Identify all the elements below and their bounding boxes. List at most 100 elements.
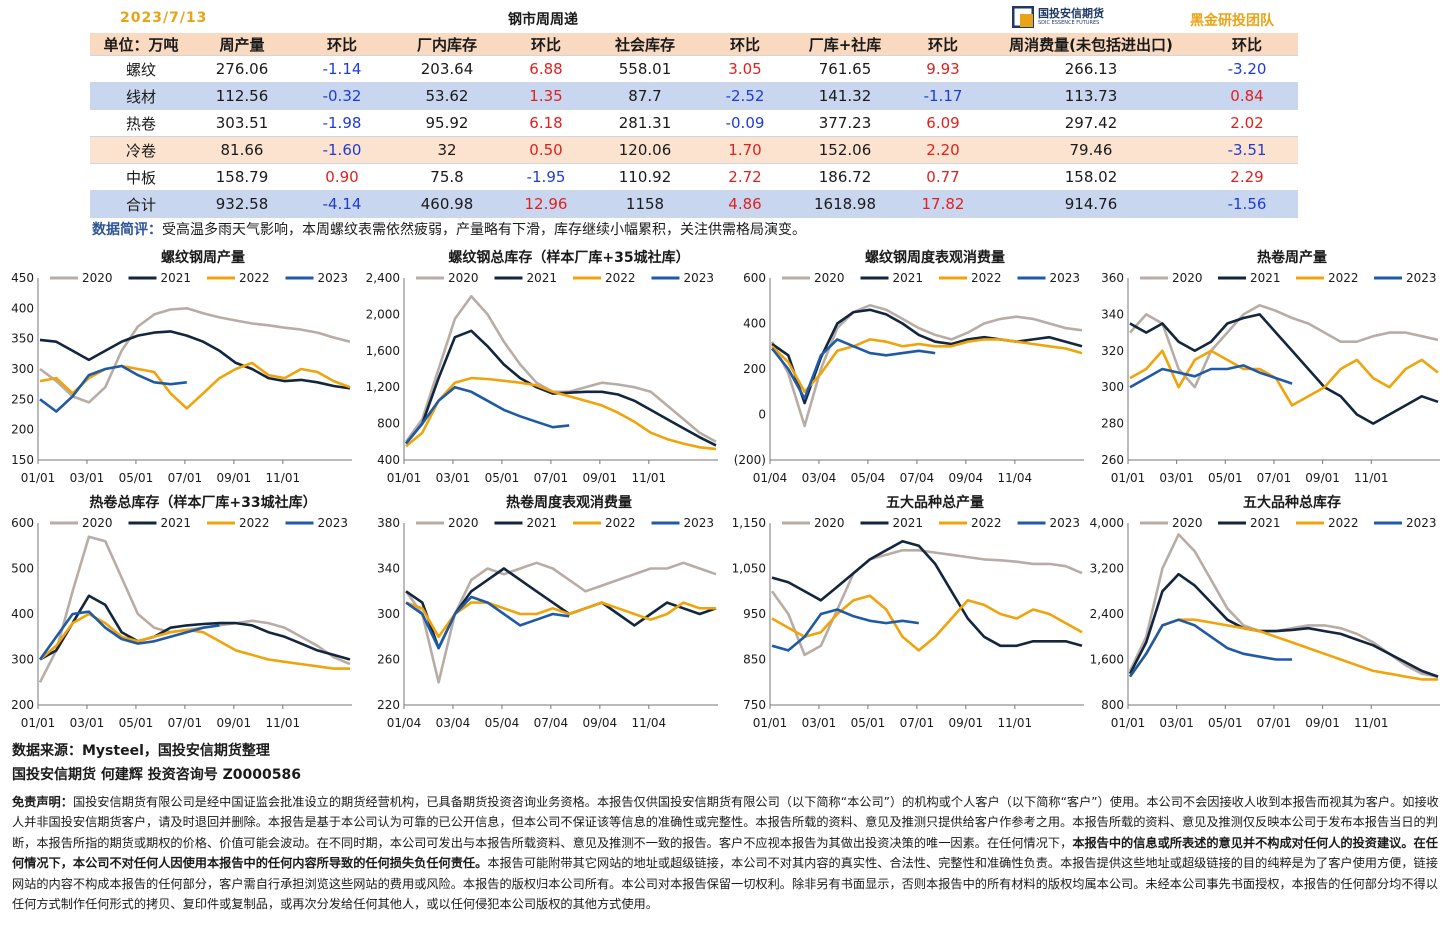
value-cell: 281.31 xyxy=(590,109,700,137)
legend-label: 2022 xyxy=(1328,516,1359,530)
y-tick-label: 1,200 xyxy=(366,380,400,394)
y-tick-label: 300 xyxy=(377,607,400,621)
y-tick-label: 950 xyxy=(743,607,766,621)
x-tick-label: 05/01 xyxy=(1208,471,1243,485)
change-cell: -0.09 xyxy=(700,109,790,137)
legend-label: 2023 xyxy=(318,271,349,285)
author-line: 国投安信期货 何建辉 投资咨询号 Z0000586 xyxy=(12,767,301,783)
x-tick-label: 07/04 xyxy=(534,716,569,730)
change-cell: -3.20 xyxy=(1196,55,1298,83)
value-cell: 276.06 xyxy=(192,55,292,83)
x-tick-label: 09/01 xyxy=(217,716,252,730)
y-tick-label: 4,000 xyxy=(1090,516,1124,530)
x-tick-label: 05/01 xyxy=(1208,716,1243,730)
legend-label: 2022 xyxy=(1328,271,1359,285)
value-cell: 914.76 xyxy=(986,190,1196,218)
series-2022-line xyxy=(771,594,1083,652)
y-tick-label: 250 xyxy=(11,392,34,406)
legend-label: 2022 xyxy=(605,516,636,530)
legend-label: 2021 xyxy=(1250,271,1281,285)
value-cell: 53.62 xyxy=(392,82,502,110)
y-tick-label: 3,200 xyxy=(1090,562,1124,576)
team-name: 黑金研投团队 xyxy=(1190,13,1274,29)
value-cell: 152.06 xyxy=(790,136,900,164)
data-comment: 数据简评：受高温多雨天气影响，本周螺纹表需依然疲弱，产量略有下滑，库存继续小幅累… xyxy=(92,219,806,239)
y-tick-label: 0 xyxy=(758,408,766,422)
change-cell: 9.93 xyxy=(900,55,986,83)
column-header: 环比 xyxy=(700,33,790,56)
change-cell: 6.88 xyxy=(502,55,590,83)
chart-title: 螺纹钢总库存（样本厂库+35城社库） xyxy=(448,249,689,266)
change-cell: -2.52 xyxy=(700,82,790,110)
y-tick-label: 220 xyxy=(377,698,400,712)
x-tick-label: 05/04 xyxy=(485,716,520,730)
table-row: 螺纹 276.06 -1.14 203.64 6.88 558.01 3.05 761.65 9… xyxy=(90,55,1298,83)
series-2022-line xyxy=(771,338,1083,394)
value-cell: 558.01 xyxy=(590,55,700,83)
legend-label: 2020 xyxy=(448,516,479,530)
chart-panel: 热卷总库存（样本厂库+33城社库） 2020 2021 2022 2023 600 500 4… xyxy=(0,491,366,739)
series-2023-line xyxy=(405,595,570,650)
column-header: 环比 xyxy=(1196,33,1298,56)
series-2022-line xyxy=(39,612,350,670)
y-tick-label: 1,050 xyxy=(732,562,766,576)
x-tick-label: 11/01 xyxy=(998,716,1033,730)
y-tick-label: 1,150 xyxy=(732,516,766,530)
value-cell: 932.58 xyxy=(192,190,292,218)
series-2021-line xyxy=(39,594,351,661)
series-2021-line xyxy=(771,539,1083,648)
x-tick-label: 03/04 xyxy=(436,716,471,730)
chart-title: 五大品种总产量 xyxy=(886,494,984,511)
change-cell: 6.18 xyxy=(502,109,590,137)
column-header: 单位：万吨 xyxy=(90,33,192,56)
chart-title: 螺纹钢周度表观消费量 xyxy=(865,249,1005,266)
legend-label: 2023 xyxy=(1050,271,1081,285)
company-logo: 国投安信期货 SDIC ESSENCE FUTURES xyxy=(1012,4,1162,30)
column-header: 周产量 xyxy=(192,33,292,56)
x-tick-label: 01/01 xyxy=(21,471,56,485)
comment-text: 受高温多雨天气影响，本周螺纹表需依然疲弱，产量略有下滑，库存继续小幅累积，关注供… xyxy=(162,222,806,238)
x-tick-label: 01/04 xyxy=(753,471,788,485)
legend-label: 2020 xyxy=(82,516,113,530)
y-tick-label: 280 xyxy=(1101,417,1124,431)
value-cell: 95.92 xyxy=(392,109,502,137)
change-cell: 2.02 xyxy=(1196,109,1298,137)
line-chart: 热卷周产量 2020 2021 2022 2023 360 340 320 300 280 260 0… xyxy=(1101,249,1440,485)
y-tick-label: 260 xyxy=(1101,453,1124,467)
change-cell: -1.14 xyxy=(292,55,392,83)
legend-label: 2021 xyxy=(893,516,924,530)
y-tick-label: 600 xyxy=(11,516,34,530)
legend-label: 2020 xyxy=(814,516,845,530)
line-chart: 螺纹钢总库存（样本厂库+35城社库） 2020 2021 2022 2023 2,400 2… xyxy=(366,249,718,485)
product-name: 螺纹 xyxy=(90,55,192,83)
legend-label: 2022 xyxy=(239,516,270,530)
series-2021-line xyxy=(1129,313,1439,425)
value-cell: 87.7 xyxy=(590,82,700,110)
change-cell: -1.98 xyxy=(292,109,392,137)
value-cell: 141.32 xyxy=(790,82,900,110)
change-cell: 1.70 xyxy=(700,136,790,164)
value-cell: 113.73 xyxy=(986,82,1196,110)
y-tick-label: 1,600 xyxy=(1090,653,1124,667)
chart-panel: 热卷周度表观消费量 2020 2021 2022 2023 380 340 300 260 220… xyxy=(366,491,732,739)
x-tick-label: 11/04 xyxy=(998,471,1033,485)
product-name: 冷卷 xyxy=(90,136,192,164)
change-cell: -0.32 xyxy=(292,82,392,110)
x-tick-label: 07/01 xyxy=(900,716,935,730)
y-tick-label: 340 xyxy=(1101,307,1124,321)
x-tick-label: 07/01 xyxy=(168,716,203,730)
change-cell: 0.50 xyxy=(502,136,590,164)
table-body: 螺纹 276.06 -1.14 203.64 6.88 558.01 3.05 761.65 9… xyxy=(90,55,1298,218)
value-cell: 1158 xyxy=(590,190,700,218)
legend-label: 2020 xyxy=(448,271,479,285)
table-row: 中板 158.79 0.90 75.8 -1.95 110.92 2.72 186.72 0.7… xyxy=(90,163,1298,191)
legend-label: 2020 xyxy=(82,271,113,285)
y-tick-label: 2,000 xyxy=(366,307,400,321)
legend-label: 2022 xyxy=(971,271,1002,285)
x-tick-label: 11/01 xyxy=(266,716,301,730)
table-row: 冷卷 81.66 -1.60 32 0.50 120.06 1.70 152.06 2.20 79… xyxy=(90,136,1298,164)
change-cell: 6.09 xyxy=(900,109,986,137)
x-tick-label: 01/01 xyxy=(21,716,56,730)
y-tick-label: 350 xyxy=(11,332,34,346)
x-tick-label: 07/01 xyxy=(534,471,569,485)
